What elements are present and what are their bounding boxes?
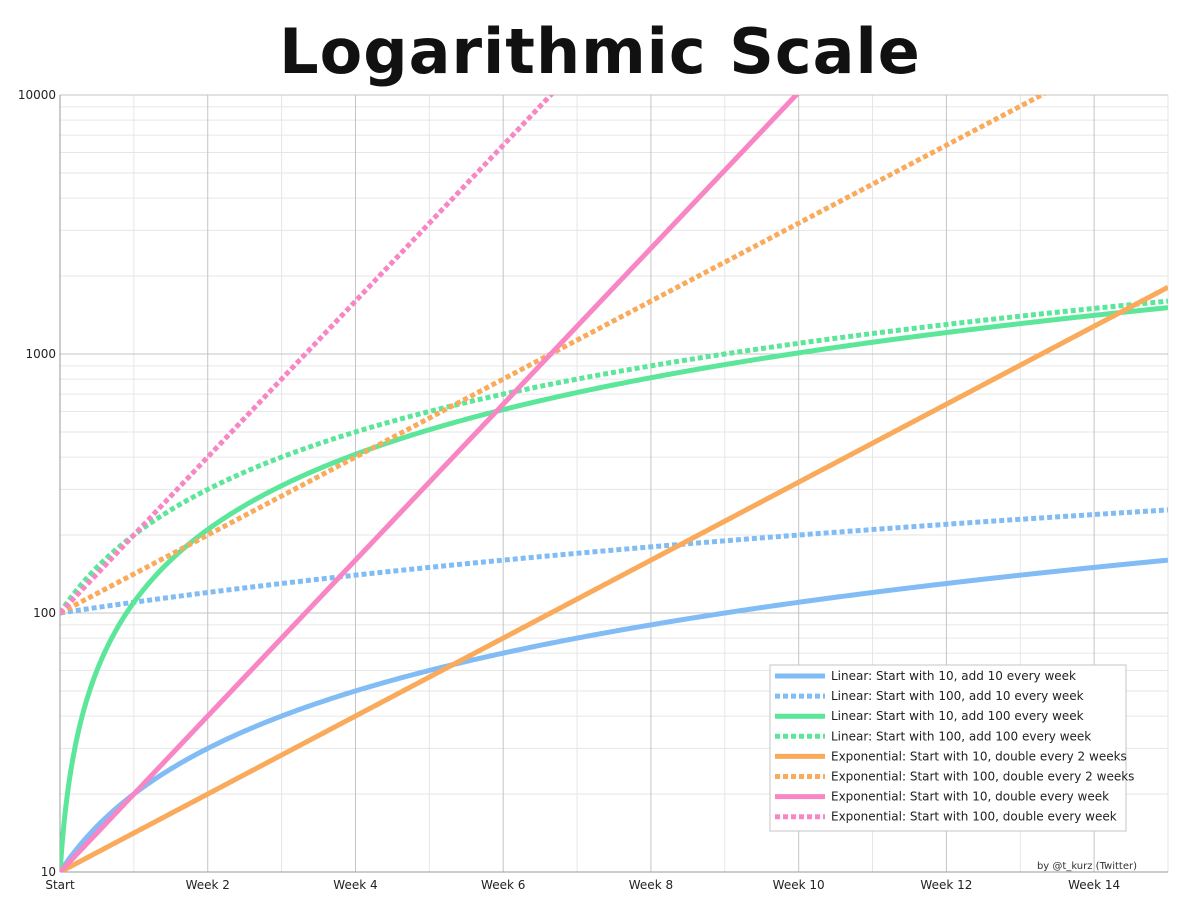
legend-label-1: Linear: Start with 10, add 10 every week: [831, 669, 1076, 683]
y-tick-label: 100: [33, 606, 56, 620]
legend-label-6: Exponential: Start with 100, double ever…: [831, 770, 1134, 784]
chart-credit: by @t_kurz (Twitter): [1037, 861, 1137, 872]
x-tick-label: Week 10: [773, 878, 825, 892]
legend-label-7: Exponential: Start with 10, double every…: [831, 790, 1109, 804]
legend-label-3: Linear: Start with 10, add 100 every wee…: [831, 709, 1084, 723]
x-tick-label: Week 12: [920, 878, 972, 892]
series-line-4: [60, 298, 1168, 615]
x-tick-label: Week 14: [1068, 878, 1120, 892]
series-line-8: [60, 95, 555, 615]
legend-box: [769, 664, 1127, 832]
series-line-6: [60, 95, 1047, 616]
x-tick-label: Week 8: [629, 878, 673, 892]
legend-label-8: Exponential: Start with 100, double ever…: [831, 810, 1117, 824]
y-tick-label: 10000: [18, 88, 56, 102]
x-tick-label: Week 4: [333, 878, 377, 892]
series-line-7: [60, 95, 800, 872]
legend: Linear: Start with 10, add 10 every week…: [769, 664, 1134, 832]
series-line-5: [60, 285, 1168, 872]
y-tick-label: 10: [41, 865, 56, 879]
x-tick-label: Week 2: [186, 878, 230, 892]
series-layer: [60, 95, 1168, 872]
legend-label-2: Linear: Start with 100, add 10 every wee…: [831, 689, 1084, 703]
series-line-1: [60, 557, 1168, 872]
axis-layer: 10 100 1000 10000 Start Week 2 Week 4 Week 6 Wee…: [18, 88, 1168, 892]
legend-label-5: Exponential: Start with 10, double every…: [831, 749, 1127, 763]
x-tick-label: Week 6: [481, 878, 525, 892]
y-tick-label: 1000: [25, 347, 56, 361]
series-line-3: [60, 305, 1168, 872]
legend-label-4: Linear: Start with 100, add 100 every we…: [831, 729, 1091, 743]
chart-title: Logarithmic Scale: [279, 15, 921, 88]
x-tick-label: Start: [45, 878, 75, 892]
series-line-2: [60, 507, 1168, 616]
